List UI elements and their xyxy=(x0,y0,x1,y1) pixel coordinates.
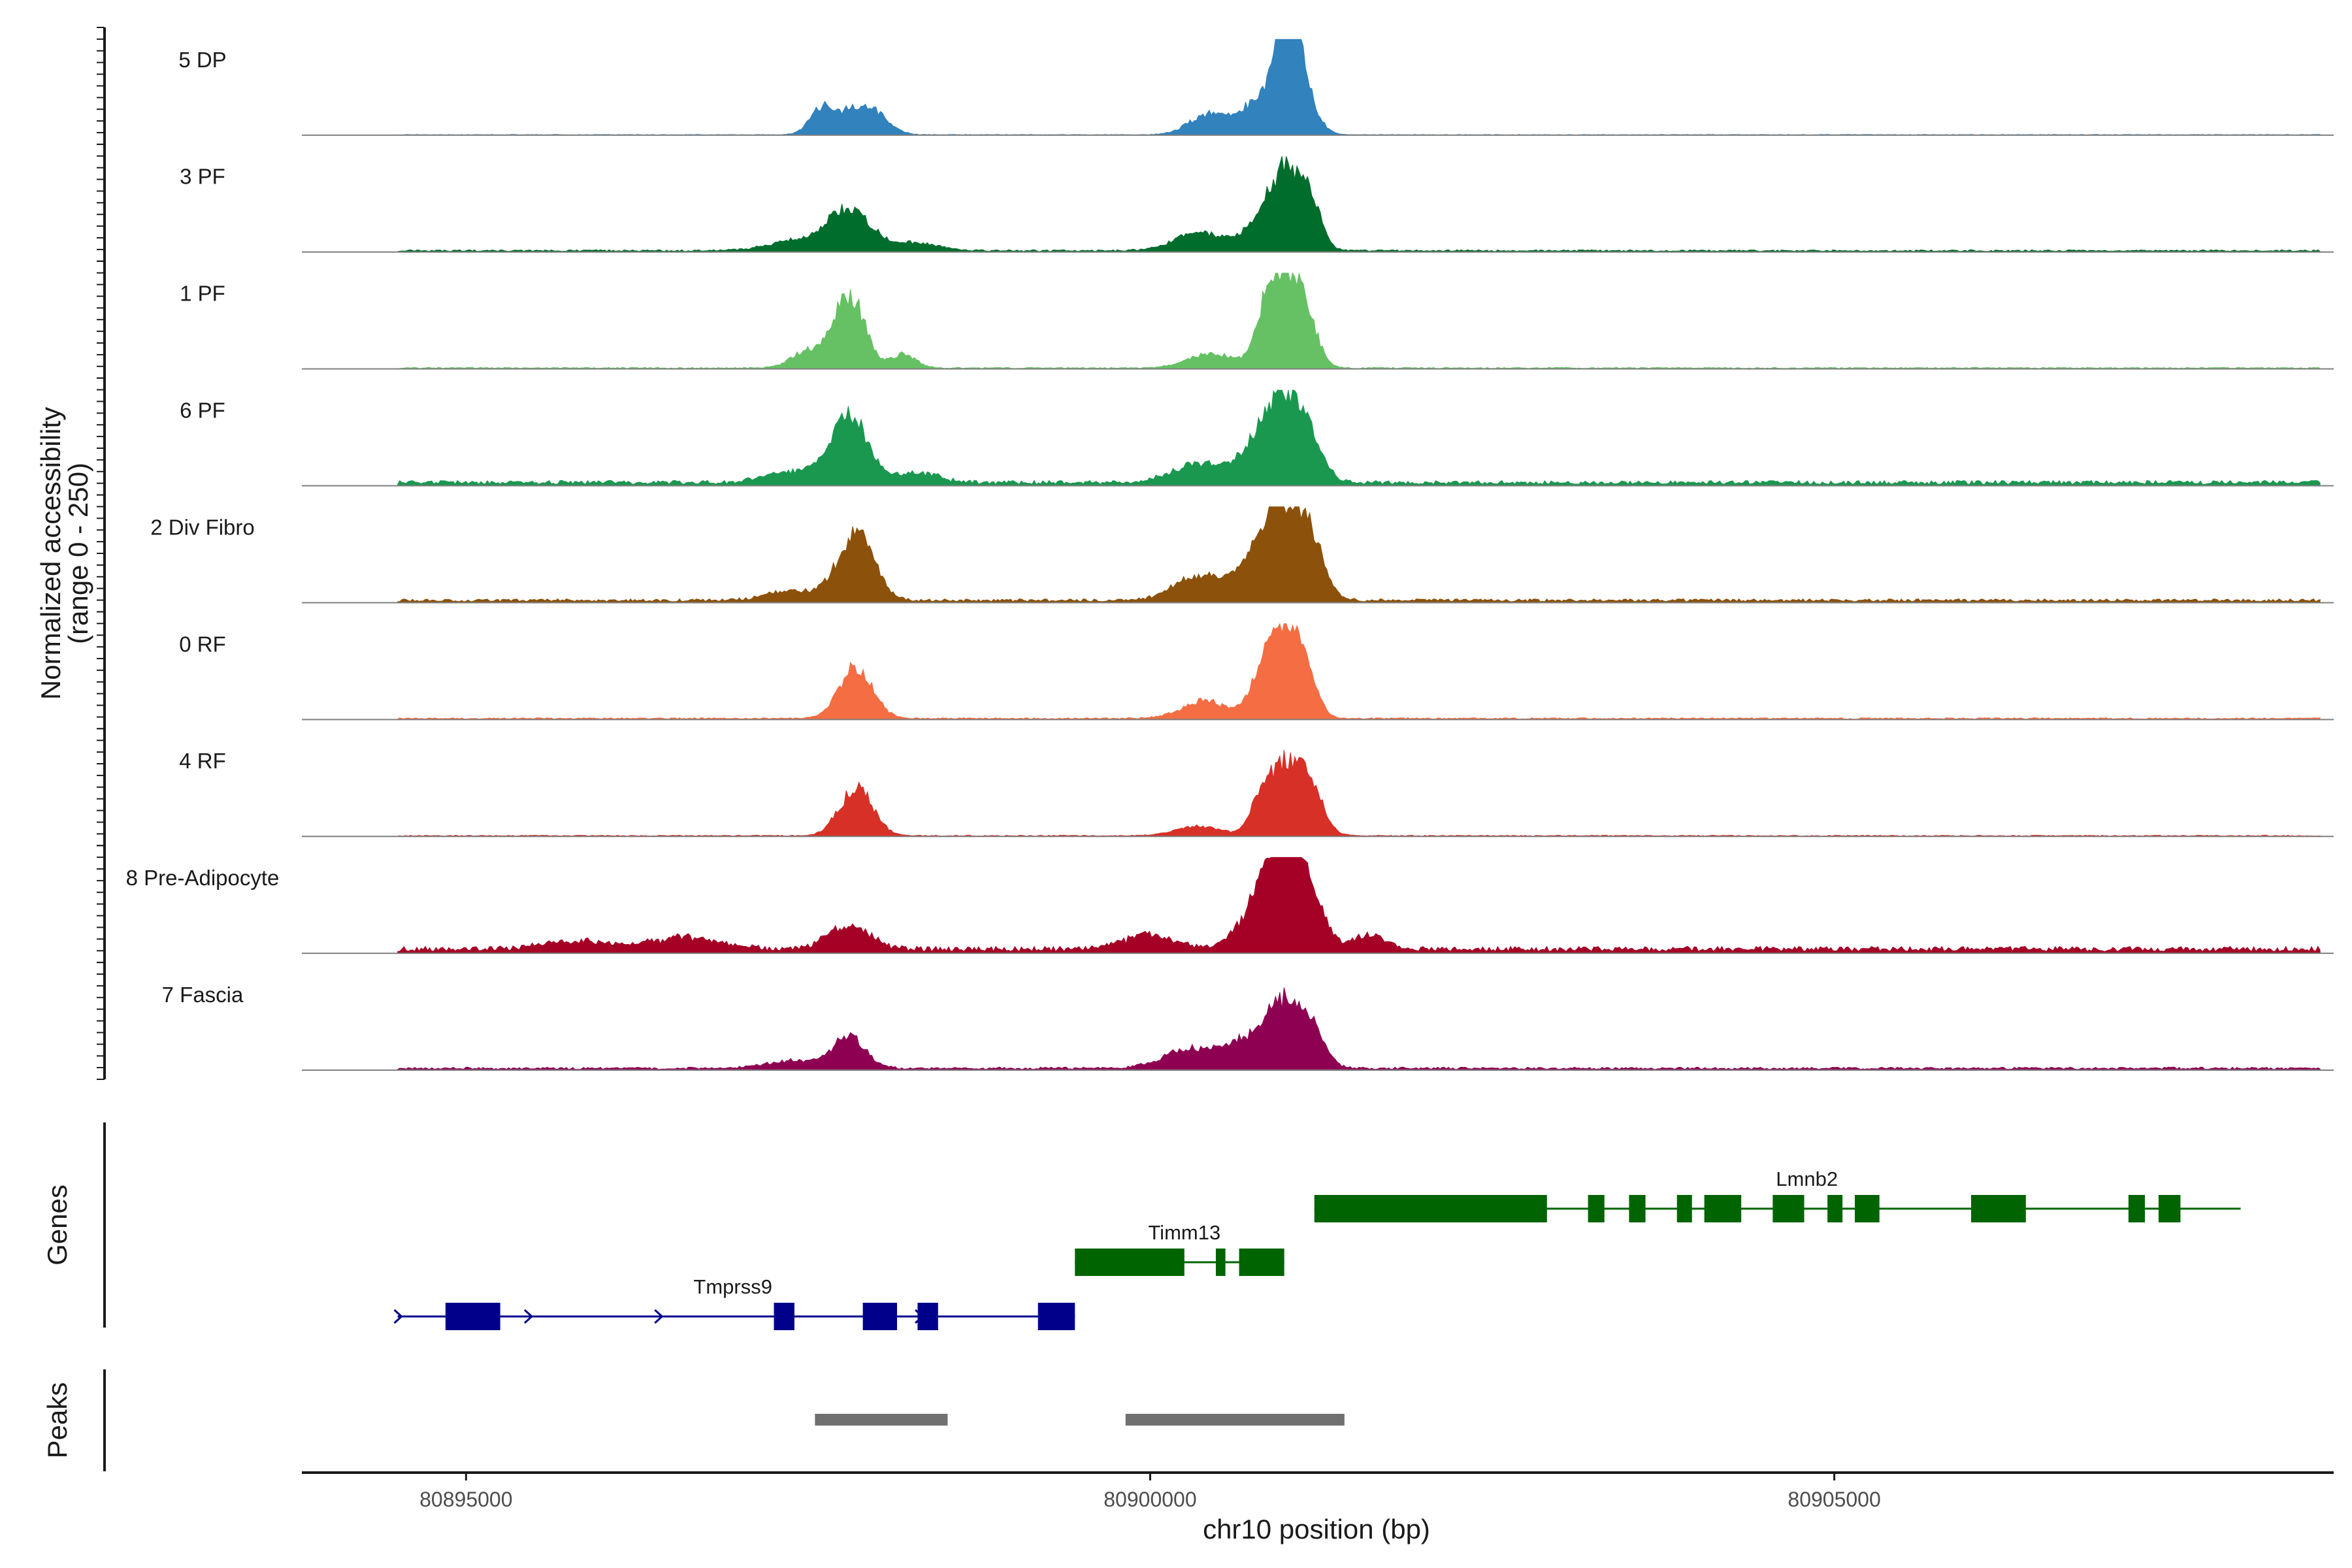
coverage-track: 6 PF xyxy=(180,389,2334,487)
coverage-track: 3 PF xyxy=(180,155,2334,253)
y-axis-title-line: (range 0 - 250) xyxy=(63,463,93,644)
gene-label: Timm13 xyxy=(1148,1221,1220,1244)
gene-label: Tmprss9 xyxy=(693,1275,772,1298)
strand-arrow xyxy=(654,1309,664,1324)
gene-exon xyxy=(1676,1195,1692,1222)
gene-exon xyxy=(1704,1195,1742,1222)
track-label: 3 PF xyxy=(180,165,225,189)
peak-region xyxy=(1125,1414,1345,1426)
gene-exon xyxy=(1075,1249,1184,1276)
coverage-track: 8 Pre-Adipocyte xyxy=(126,857,2334,955)
x-axis-title: chr10 position (bp) xyxy=(1203,1514,1430,1544)
x-axis-ticks: 80895000 80900000 80905000 xyxy=(419,1473,1881,1511)
coverage-area xyxy=(397,857,2321,954)
gene-exon xyxy=(1629,1195,1646,1222)
y-axis xyxy=(97,27,106,1080)
coverage-track: 7 Fascia xyxy=(162,983,2334,1071)
gene-exon xyxy=(774,1303,794,1330)
strand-arrow xyxy=(393,1309,403,1324)
strand-arrow xyxy=(523,1309,534,1324)
gene-exon xyxy=(1827,1195,1843,1222)
gene-exon xyxy=(1215,1249,1226,1276)
coverage-area xyxy=(397,506,2321,603)
track-label: 1 PF xyxy=(180,282,225,306)
track-label: 7 Fascia xyxy=(162,983,244,1007)
track-label: 4 RF xyxy=(179,749,226,773)
coverage-tracks: 5 DP 3 PF 1 PF 6 PF 2 Div Fibro 0 RF 4 RF 8 Pre… xyxy=(126,39,2334,1071)
track-label: 5 DP xyxy=(178,48,226,72)
gene-exon xyxy=(1855,1195,1880,1222)
coverage-area xyxy=(397,389,2321,487)
track-label: 2 Div Fibro xyxy=(150,515,255,539)
genes-track-label: Genes xyxy=(42,1184,73,1266)
gene-model: Lmnb2 xyxy=(1314,1168,2241,1222)
x-tick-label: 80895000 xyxy=(419,1488,512,1511)
gene-exon xyxy=(917,1303,938,1330)
gene-exon xyxy=(1314,1195,1547,1222)
gene-annotation-track: Tmprss9 Timm13 Lmnb2 xyxy=(393,1168,2241,1330)
gene-model: Tmprss9 xyxy=(393,1275,1075,1330)
coverage-track: 2 Div Fibro xyxy=(150,506,2334,604)
gene-exon xyxy=(862,1303,898,1330)
gene-exon xyxy=(1971,1195,2026,1222)
gene-exon xyxy=(1772,1195,1805,1222)
gene-exon xyxy=(1239,1249,1284,1276)
x-tick-label: 80905000 xyxy=(1788,1488,1880,1511)
gene-exon xyxy=(1037,1303,1075,1330)
peak-region xyxy=(815,1414,948,1426)
y-axis-title: Normalized accessibility(range 0 - 250) xyxy=(35,407,93,700)
coverage-track: 5 DP xyxy=(178,39,2334,136)
peaks-track-label: Peaks xyxy=(42,1382,73,1459)
coverage-track: 0 RF xyxy=(179,623,2334,721)
gene-exon xyxy=(1588,1195,1605,1222)
gene-label: Lmnb2 xyxy=(1776,1168,1838,1190)
y-axis-title-line: Normalized accessibility xyxy=(35,407,66,700)
peak-regions-track xyxy=(815,1414,1345,1426)
gene-exon xyxy=(445,1303,500,1330)
coverage-area xyxy=(397,987,2321,1071)
track-label: 6 PF xyxy=(180,398,225,422)
track-label: 0 RF xyxy=(179,632,226,656)
coverage-track: 1 PF xyxy=(180,272,2334,370)
coverage-area xyxy=(397,749,2321,837)
coverage-area xyxy=(397,155,2321,253)
coverage-track: 4 RF xyxy=(179,749,2334,838)
gene-exon xyxy=(2158,1195,2181,1222)
track-label: 8 Pre-Adipocyte xyxy=(126,866,280,890)
x-axis: 80895000 80900000 80905000 xyxy=(302,1471,2334,1511)
x-tick-label: 80900000 xyxy=(1103,1488,1196,1511)
gene-exon xyxy=(2128,1195,2145,1222)
y-axis-ticks xyxy=(97,27,105,1080)
gene-model: Timm13 xyxy=(1075,1221,1284,1276)
